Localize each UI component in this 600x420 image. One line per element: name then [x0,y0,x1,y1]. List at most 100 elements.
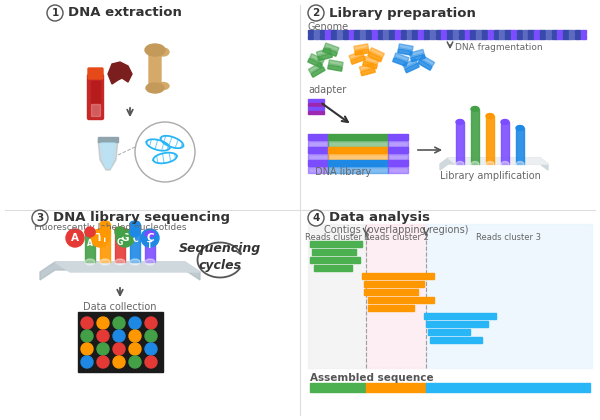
Circle shape [145,317,157,329]
Circle shape [308,5,324,21]
Bar [312,249,356,255]
Bar [320,30,325,34]
Circle shape [129,356,141,368]
Circle shape [81,330,93,342]
Bar [98,137,118,142]
Circle shape [97,356,109,368]
Polygon shape [308,58,322,68]
Ellipse shape [130,259,140,265]
Polygon shape [398,49,412,55]
Bar [412,30,418,34]
Bar [389,34,395,39]
Polygon shape [354,44,368,50]
Bar [494,30,499,34]
Bar [383,34,389,39]
Bar [331,34,337,39]
Ellipse shape [471,162,479,166]
Bar [407,30,412,34]
Bar [337,34,342,39]
Circle shape [116,229,134,247]
Bar [426,383,590,392]
Bar [308,34,313,39]
Polygon shape [101,143,115,168]
Bar [328,147,388,153]
Bar [310,257,360,263]
Bar [388,167,408,173]
Bar [534,34,539,39]
Ellipse shape [516,126,524,131]
Bar [453,30,458,34]
Polygon shape [349,51,364,60]
Circle shape [81,356,93,368]
Bar [308,141,328,147]
Bar [418,30,424,34]
Polygon shape [421,55,434,66]
Text: Genome: Genome [308,22,349,32]
Circle shape [113,330,125,342]
Bar [511,30,516,34]
Bar [482,30,487,34]
Ellipse shape [146,83,164,93]
Bar [310,383,366,392]
Text: G: G [121,233,129,243]
Bar [523,30,528,34]
Bar [308,160,328,166]
Bar [476,34,482,39]
Bar [115,230,125,262]
Circle shape [113,317,125,329]
Bar [436,34,441,39]
Text: adapter: adapter [308,85,346,95]
Bar [349,30,354,34]
Circle shape [141,229,159,247]
Bar [557,34,563,39]
Polygon shape [355,49,369,55]
Bar [505,34,511,39]
Circle shape [129,330,141,342]
Bar [389,30,395,34]
Bar [328,167,388,173]
Text: A: A [87,239,93,249]
Bar [551,34,557,39]
Ellipse shape [471,107,479,111]
Bar [581,34,586,39]
Ellipse shape [157,48,169,56]
Bar [308,154,328,160]
Polygon shape [329,60,343,66]
Circle shape [145,330,157,342]
Text: 1: 1 [52,8,59,18]
Bar [85,232,95,262]
Ellipse shape [115,227,125,233]
Bar [308,147,328,153]
Bar [540,34,545,39]
Bar [529,30,534,34]
Bar [308,134,328,140]
Circle shape [97,330,109,342]
Bar [337,30,342,34]
Bar [349,34,354,39]
Bar [430,337,482,343]
Bar [328,141,388,147]
Bar [418,34,424,39]
Polygon shape [370,48,385,57]
Bar [388,147,408,153]
Bar [377,30,383,34]
Bar [529,34,534,39]
Bar [395,30,400,34]
Circle shape [97,317,109,329]
Text: Library preparation: Library preparation [329,6,476,19]
Text: DNA extraction: DNA extraction [68,6,182,19]
Bar [91,81,100,116]
Bar [388,141,408,147]
Bar [505,30,511,34]
Polygon shape [361,68,375,76]
Bar [534,30,539,34]
Ellipse shape [486,162,494,166]
Bar [459,30,464,34]
Polygon shape [393,58,407,66]
Polygon shape [418,60,432,70]
Circle shape [97,343,109,355]
Text: 3: 3 [37,213,44,223]
Bar [325,34,331,39]
Text: Reads cluster 1: Reads cluster 1 [305,234,370,242]
Bar [308,99,324,102]
